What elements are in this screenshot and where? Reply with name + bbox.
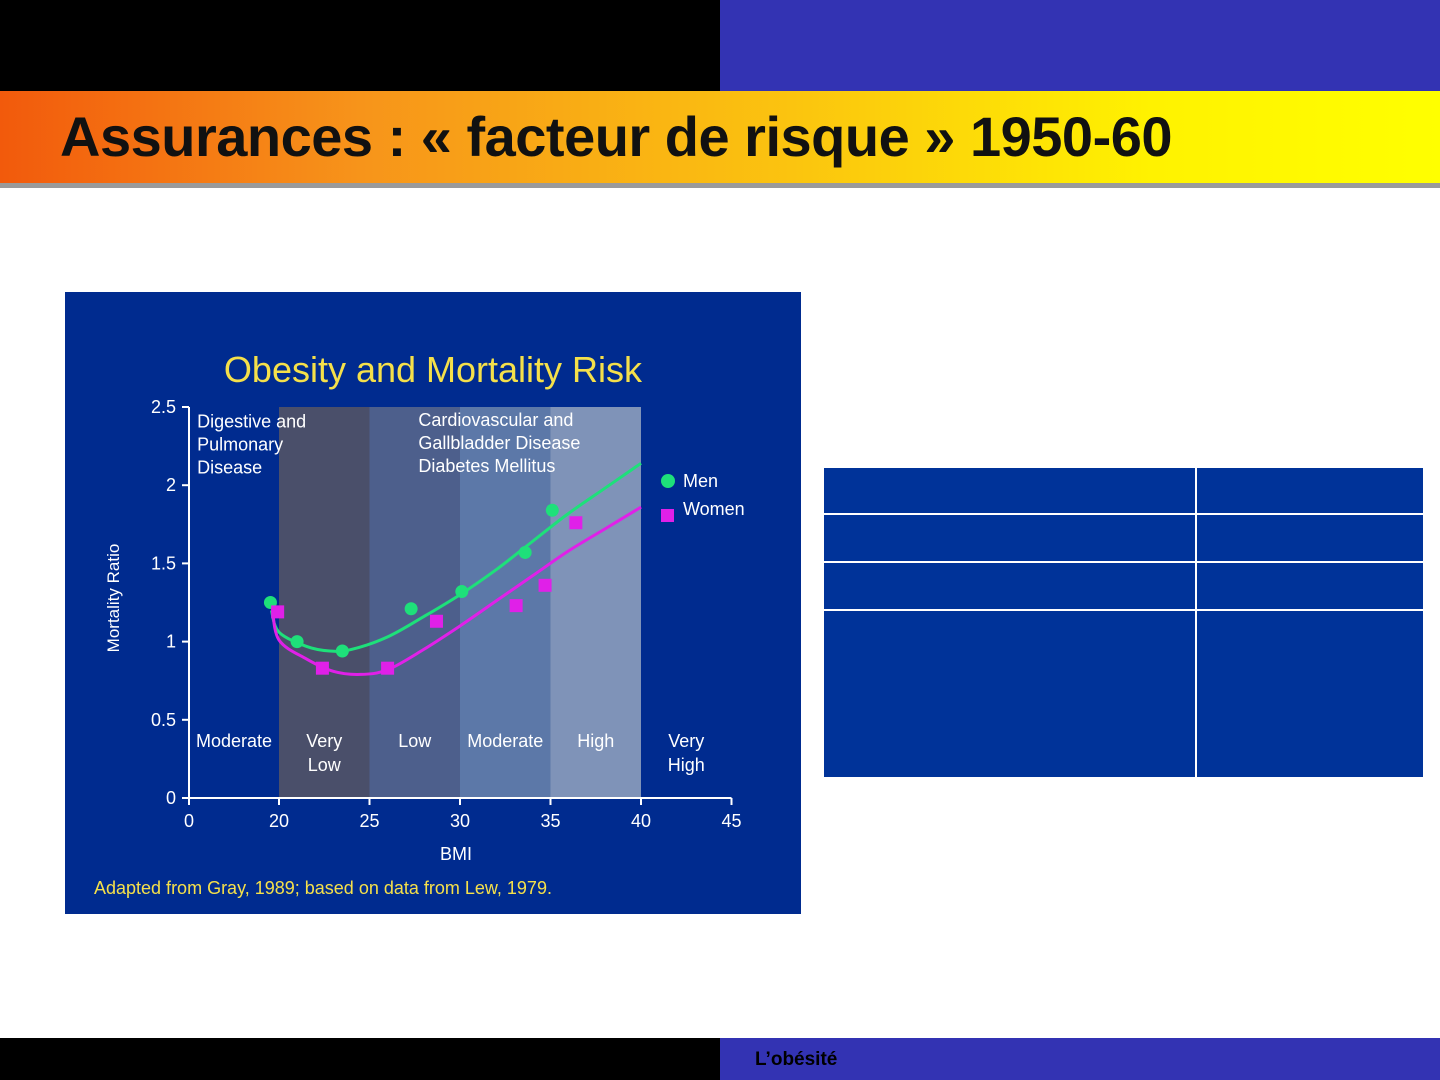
- y-axis-label: Mortality Ratio: [104, 544, 123, 653]
- women-trend-curve: [270, 505, 642, 676]
- disease-annotation: Disease: [197, 457, 262, 477]
- women-data-point: [509, 599, 523, 613]
- risk-band: [279, 407, 370, 798]
- risk-band-label: Moderate: [467, 731, 543, 751]
- women-data-point: [538, 578, 552, 592]
- chart-labels: Moderate Very Low Low Moderate High Very High Di…: [196, 410, 705, 775]
- risk-band-label: Low: [308, 755, 342, 775]
- y-tick-label: 1.5: [151, 553, 176, 573]
- table-cell: [1195, 513, 1425, 563]
- risk-band-label: Moderate: [196, 731, 272, 751]
- x-tick-label: 40: [631, 811, 651, 831]
- obesity-mortality-chart: 0 20 25 30 35 40 45 0 0.5 1 1.5 2 2.5 Moderate Very Lo…: [65, 292, 801, 914]
- disease-annotation: Digestive and: [197, 411, 306, 431]
- top-bar-right: [720, 0, 1440, 91]
- trend-curves: [269, 462, 642, 676]
- y-tick-label: 2: [166, 475, 176, 495]
- title-band-shadow: [0, 183, 1440, 188]
- x-tick-label: 25: [359, 811, 379, 831]
- men-data-point: [455, 585, 469, 599]
- chart-svg: 0 20 25 30 35 40 45 0 0.5 1 1.5 2 2.5 Moderate Very Lo…: [65, 292, 801, 914]
- women-data-point: [271, 605, 285, 619]
- table-cell: [1195, 609, 1425, 779]
- men-trend-curve: [269, 462, 642, 653]
- women-data-point: [429, 614, 443, 628]
- info-table: [822, 466, 1425, 779]
- disease-annotation: Gallbladder Disease: [418, 433, 580, 453]
- legend-men-label: Men: [683, 471, 718, 491]
- risk-band-label: Low: [398, 731, 432, 751]
- x-tick-label: 20: [269, 811, 289, 831]
- disease-annotation: Cardiovascular and: [418, 410, 573, 430]
- women-data-point: [381, 661, 395, 675]
- table-cell: [822, 561, 1197, 611]
- men-data-point: [290, 635, 304, 649]
- table-cell: [1195, 561, 1425, 611]
- y-tick-label: 2.5: [151, 397, 176, 417]
- disease-annotation: Diabetes Mellitus: [418, 456, 555, 476]
- axes: 0 20 25 30 35 40 45 0 0.5 1 1.5 2 2.5: [151, 397, 742, 831]
- disease-annotation: Pulmonary: [197, 434, 283, 454]
- chart-title: Obesity and Mortality Risk: [224, 349, 643, 390]
- women-data-point: [569, 516, 583, 530]
- women-data-point: [315, 661, 329, 675]
- risk-band-label: Very: [306, 731, 342, 751]
- x-axis-label: BMI: [440, 844, 472, 864]
- title-band: [0, 91, 1440, 183]
- risk-bands: [279, 407, 641, 798]
- risk-band-label: High: [668, 755, 705, 775]
- x-tick-label: 45: [721, 811, 741, 831]
- footer-bar-left: [0, 1038, 720, 1080]
- top-bar-left: [0, 0, 720, 91]
- men-data-point: [518, 545, 532, 559]
- legend-women-label: Women: [683, 499, 745, 519]
- table-row: [822, 561, 1425, 611]
- risk-band: [460, 407, 551, 798]
- risk-band-label: Very: [668, 731, 704, 751]
- risk-band-label: High: [577, 731, 614, 751]
- footer-title: L’obésité: [755, 1049, 838, 1070]
- table-row: [822, 466, 1425, 515]
- table-cell: [822, 513, 1197, 563]
- table-row: [822, 513, 1425, 563]
- men-data-point: [335, 644, 349, 658]
- legend-men-marker: [661, 474, 675, 488]
- y-tick-label: 0.5: [151, 710, 176, 730]
- chart-footnote: Adapted from Gray, 1989; based on data f…: [94, 878, 552, 898]
- y-tick-label: 1: [166, 632, 176, 652]
- x-tick-label: 30: [450, 811, 470, 831]
- table-cell: [1195, 466, 1425, 515]
- legend: Men Women: [661, 471, 745, 522]
- x-tick-label: 0: [184, 811, 194, 831]
- table-cell: [822, 466, 1197, 515]
- legend-women-marker: [661, 509, 674, 522]
- slide-title: Assurances : « facteur de risque » 1950-…: [60, 105, 1173, 168]
- men-data-point: [404, 602, 418, 616]
- footer-bar-right: [720, 1038, 1440, 1080]
- table-cell: [822, 609, 1197, 779]
- men-data-point: [545, 503, 559, 517]
- x-tick-label: 35: [540, 811, 560, 831]
- data-points: [263, 503, 583, 675]
- table-row: [822, 609, 1425, 779]
- y-tick-label: 0: [166, 788, 176, 808]
